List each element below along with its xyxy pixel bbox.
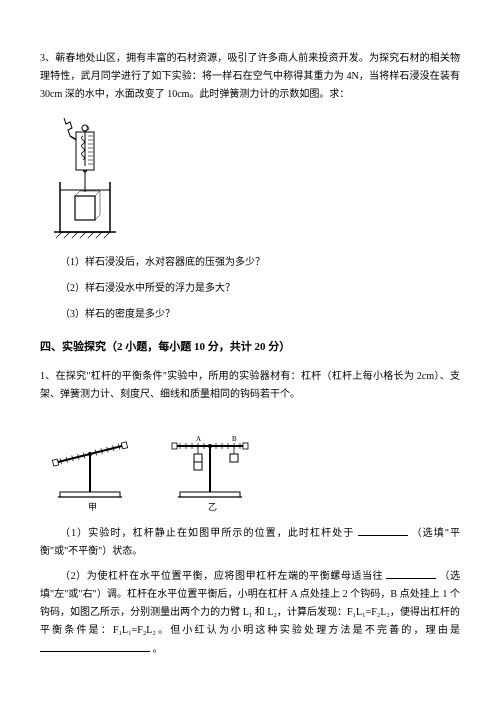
svg-text:N: N [86, 127, 90, 132]
q1-sub2-text-c: 。 [153, 644, 163, 655]
q3-sub1: （1）样石浸没后，水对容器底的压强为多少？ [60, 254, 460, 272]
section4-q1-intro: 1、在探究"杠杆的平衡条件"实验中，所用的实验器材有：杠杆（杠杆上每小格长为 2… [40, 368, 460, 404]
svg-text:甲: 甲 [88, 502, 97, 512]
section4-q1-sub1: （1）实验时，杠杆静止在如图甲所示的位置，此时杠杆处于 （选填"平衡"或"不平衡… [40, 524, 460, 561]
q3-intro: 3、蕲春地处山区，拥有丰富的石材资源，吸引了许多商人前来投资开发。为探究石材的相… [40, 50, 460, 104]
blank-2 [386, 567, 436, 579]
q1-sub1-text-a: （1）实验时，杠杆静止在如图甲所示的位置，此时杠杆处于 [60, 528, 354, 539]
section4-title: 四、实验探究（2 小题，每小题 10 分，共计 20 分） [40, 338, 460, 358]
q1-sub2-text-a: （2）为使杠杆在水平位置平衡，应将图甲杠杆左端的平衡螺母适当往 [60, 571, 383, 582]
svg-text:乙: 乙 [208, 502, 217, 512]
blank-1 [358, 524, 408, 536]
svg-text:A: A [196, 435, 201, 443]
blank-3 [40, 640, 150, 652]
section4-q1-sub2: （2）为使杠杆在水平位置平衡，应将图甲杠杆左端的平衡螺母适当往 （选填"左"或"… [40, 567, 460, 659]
q3-sub3: （3）样石的密度是多少？ [60, 306, 460, 324]
figure-lever: 甲 A B 乙 [40, 414, 460, 514]
svg-text:B: B [232, 435, 237, 443]
figure-spring-stone: N [40, 114, 460, 244]
q3-sub2: （2）样石浸没水中所受的浮力是多大？ [60, 280, 460, 298]
